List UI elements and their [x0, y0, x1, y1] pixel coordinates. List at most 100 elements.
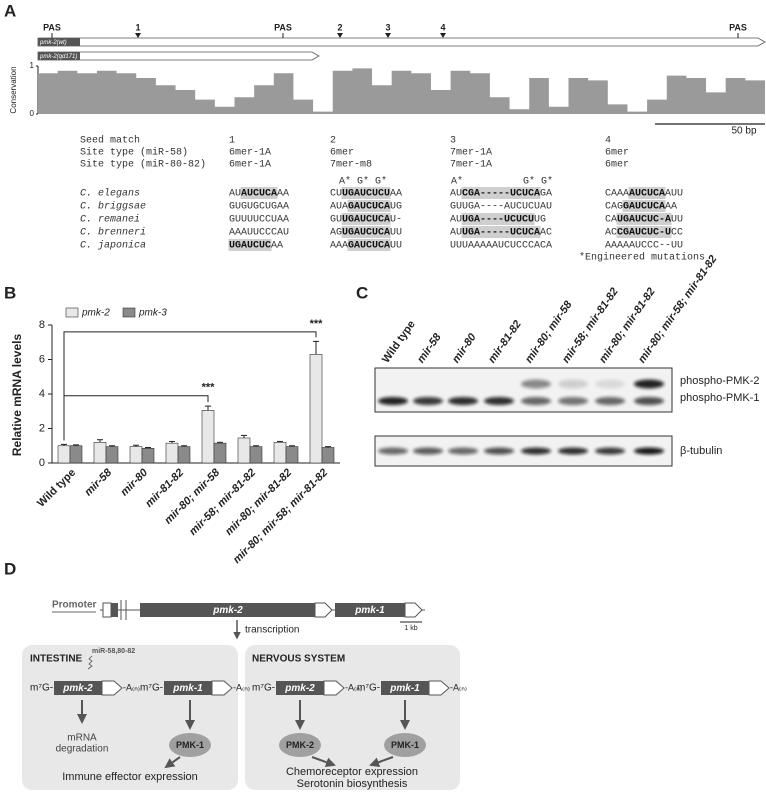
- band: [448, 397, 478, 405]
- bar: [237, 437, 251, 464]
- gene-utr: [314, 602, 333, 618]
- gene-label: pmk-2: [284, 683, 315, 694]
- protein-label: PMK-2: [286, 740, 314, 750]
- lane-label: mir-58: [415, 331, 444, 366]
- arrow: [311, 756, 336, 767]
- transcript-box: [276, 681, 324, 695]
- protein: [279, 733, 321, 757]
- sequence: UU: [671, 215, 683, 226]
- site-info: 6mer: [605, 148, 629, 159]
- transcript-utr: [211, 680, 233, 696]
- bar: [57, 445, 71, 464]
- sequence-match: CGAUCUC-U: [617, 228, 671, 239]
- bar: [165, 442, 179, 464]
- bar: [177, 446, 191, 464]
- marker-label: 2: [337, 22, 342, 32]
- sequence: AAA: [330, 241, 348, 252]
- match-highlight: [616, 213, 672, 225]
- bar: [249, 446, 263, 464]
- sequence: UUUAAAAAUCUCCCACA: [450, 241, 552, 252]
- lane-label: mir-80: [450, 331, 479, 366]
- band: [558, 379, 588, 389]
- y-tick-label: 2: [39, 422, 45, 434]
- gene-label: pmk-1: [354, 605, 385, 616]
- sequence: AU: [450, 228, 462, 239]
- sequence: AC: [540, 228, 552, 239]
- match-highlight: [622, 200, 666, 212]
- mutation-label: A* G* G*: [339, 176, 387, 188]
- outcome-label: Immune effector expression: [62, 771, 198, 783]
- sequence-match: UGA-----UCUCA: [462, 228, 540, 239]
- cap-label: m⁷G-: [30, 683, 53, 694]
- match-highlight: [341, 187, 391, 199]
- marker: [337, 33, 343, 38]
- site-info: 7mer-1A: [450, 148, 492, 159]
- y-tick-label: 4: [39, 388, 45, 400]
- bar: [93, 441, 107, 464]
- arrow: [164, 756, 181, 769]
- band: [448, 447, 478, 455]
- row-label: Site type (miR-80-82): [80, 159, 206, 171]
- gene-track: [37, 37, 766, 47]
- marker-label: PAS: [43, 22, 61, 32]
- y-tick-label: 0: [39, 457, 45, 469]
- band: [413, 397, 443, 405]
- match-highlight: [461, 213, 535, 225]
- sequence: AA: [277, 189, 289, 200]
- gene-label: pmk-2: [212, 605, 243, 616]
- site-info: 3: [450, 136, 456, 147]
- transcription-label: transcription: [245, 625, 299, 636]
- sequence-match: AUCUCA: [241, 189, 277, 200]
- match-highlight: [461, 187, 541, 199]
- marker-label: PAS: [274, 22, 292, 32]
- sequence: UG: [534, 215, 546, 226]
- sequence: AUA: [330, 202, 348, 213]
- allele-track: [37, 51, 320, 61]
- band: [634, 379, 664, 389]
- transcript-box: [54, 681, 102, 695]
- sequence-match: UGAUCUCA: [342, 215, 390, 226]
- y-axis-label: Relative mRNA levels: [10, 334, 24, 457]
- sequence-match: GAUCUCA: [348, 202, 390, 213]
- blot: [374, 367, 673, 413]
- match-highlight: [240, 187, 278, 199]
- x-tick-label: mir-58; mir-81-82: [187, 467, 258, 538]
- cap-label: m⁷G-: [252, 683, 275, 694]
- bar: [321, 447, 335, 464]
- exon: [111, 603, 118, 617]
- protein: [384, 733, 426, 757]
- sequence: GU: [330, 215, 342, 226]
- transcript-utr: [428, 680, 450, 696]
- band-label: phospho-PMK-1: [680, 392, 760, 404]
- protein-label: PMK-1: [391, 740, 419, 750]
- band: [521, 379, 551, 389]
- sequence: AA: [390, 189, 402, 200]
- species-name: C. elegans: [80, 188, 140, 200]
- sequence: CAAA: [605, 189, 629, 200]
- band: [521, 397, 551, 405]
- species-name: C. brenneri: [80, 227, 146, 239]
- band-label: β-tubulin: [680, 445, 722, 457]
- sequence: AU: [450, 215, 462, 226]
- sequence-match: UGA----UCUCU: [462, 215, 534, 226]
- sequence-match: UGAUCUCU: [342, 189, 390, 200]
- band: [484, 447, 514, 455]
- conservation-area: [38, 68, 765, 114]
- promoter-label: Promoter: [52, 600, 97, 611]
- sequence: AUU: [665, 189, 683, 200]
- marker: [440, 33, 446, 38]
- x-tick-label: mir-80; mir-81-82: [223, 467, 294, 538]
- allele-box: [38, 38, 80, 46]
- sequence-match: CGA-----UCUCA: [462, 189, 540, 200]
- site-info: 2: [330, 136, 336, 147]
- significance-label: ***: [202, 382, 216, 394]
- sequence: CU: [330, 189, 342, 200]
- sequence: U-: [390, 215, 402, 226]
- transcript-utr: [101, 680, 123, 696]
- scale-label: 50 bp: [731, 126, 756, 137]
- sequence: UU: [390, 228, 402, 239]
- lane-label: mir-81-82: [486, 318, 524, 365]
- row-label: Site type (miR-58): [80, 147, 188, 159]
- transcript-box: [381, 681, 429, 695]
- sequence: AU: [450, 189, 462, 200]
